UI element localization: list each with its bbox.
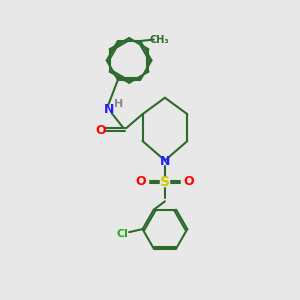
Text: O: O [184,176,194,188]
Text: H: H [114,99,123,109]
Text: CH₃: CH₃ [149,34,169,44]
Text: S: S [160,175,170,189]
Text: O: O [135,176,146,188]
Text: O: O [95,124,106,137]
Text: N: N [160,155,171,168]
Text: Cl: Cl [117,229,128,238]
Text: N: N [103,103,114,116]
